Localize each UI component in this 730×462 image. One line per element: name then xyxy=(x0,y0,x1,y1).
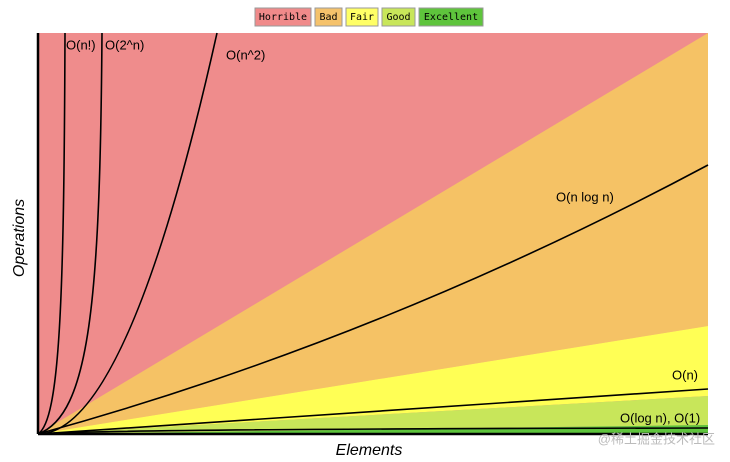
region-bad xyxy=(38,33,708,434)
curve-label: O(n log n) xyxy=(556,189,614,204)
legend-label: Good xyxy=(386,12,410,23)
legend-label: Excellent xyxy=(424,12,478,23)
curve-label: O(n) xyxy=(672,367,698,382)
x-axis-label: Elements xyxy=(336,442,403,459)
legend-swatch xyxy=(381,7,416,27)
curve-label: O(n^2) xyxy=(226,47,265,62)
curve-linear xyxy=(37,388,709,435)
legend-label: Fair xyxy=(350,12,374,23)
curve-factorial xyxy=(37,32,66,435)
legend: Horrible Bad Fair Good Excellent xyxy=(254,7,484,27)
legend-swatch xyxy=(254,7,312,27)
legend-label: Bad xyxy=(319,12,337,23)
legend-label: Horrible xyxy=(259,12,307,23)
legend-swatch xyxy=(418,7,484,27)
curve-label: O(2^n) xyxy=(105,37,144,52)
y-axis-label: Operations xyxy=(11,199,28,277)
region-good xyxy=(38,396,708,434)
legend-swatch xyxy=(345,7,379,27)
curve-label: O(n!) xyxy=(66,37,96,52)
curve-label: O(log n), O(1) xyxy=(620,410,700,425)
curve-nlogn xyxy=(37,164,709,435)
curve-log xyxy=(37,427,709,435)
watermark: @稀土掘金技术社区 xyxy=(598,431,715,446)
legend-swatch xyxy=(314,7,343,27)
region-fair xyxy=(38,326,708,434)
curve-exponential xyxy=(37,32,103,435)
